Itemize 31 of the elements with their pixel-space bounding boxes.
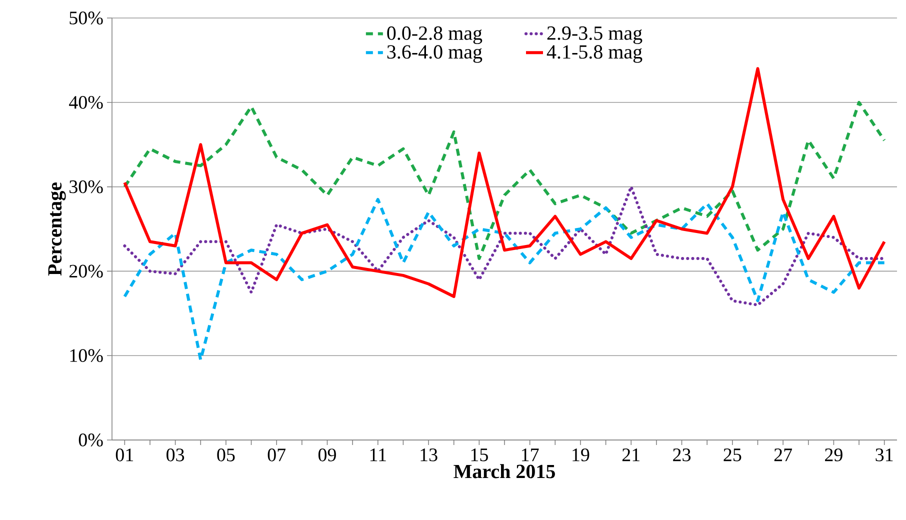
x-tick-label: 09 [318,448,336,462]
legend-label: 0.0-2.8 mag [387,26,482,44]
line-series [123,198,886,362]
legend-label: 4.1-5.8 mag [546,45,642,63]
x-tick-label: 01 [116,448,134,462]
x-tick-label: 03 [166,448,184,462]
x-tick-label: 19 [572,448,590,462]
x-tick-label: 31 [876,448,893,462]
x-tick-label: 27 [774,448,792,462]
x-tick-label: 15 [471,448,488,462]
x-tick-label: 07 [268,448,286,462]
line-series [123,67,886,298]
x-tick-label: 23 [673,448,691,462]
y-tick-label: 40% [69,96,103,109]
y-tick-label: 10% [70,349,103,362]
x-tick-label: 05 [217,448,235,462]
y-tick-label: 30% [70,180,103,194]
x-tick-label: 21 [622,448,640,462]
line-series [123,185,886,306]
x-tick-label: 13 [420,448,438,462]
x-tick-label: 17 [522,448,539,462]
legend-label: 2.9-3.5 mag [547,26,642,44]
x-tick-label: 11 [370,448,386,462]
y-axis-title: Percentage [48,182,66,276]
y-tick-label: 0% [78,434,103,446]
x-axis-title: March 2015 [454,464,555,478]
legend-label: 3.6-4.0 mag [387,45,482,63]
x-tick-label: 25 [724,448,742,462]
x-tick-label: 29 [825,448,842,462]
y-tick-label: 50% [70,12,103,24]
y-tick-label: 20% [69,264,103,278]
